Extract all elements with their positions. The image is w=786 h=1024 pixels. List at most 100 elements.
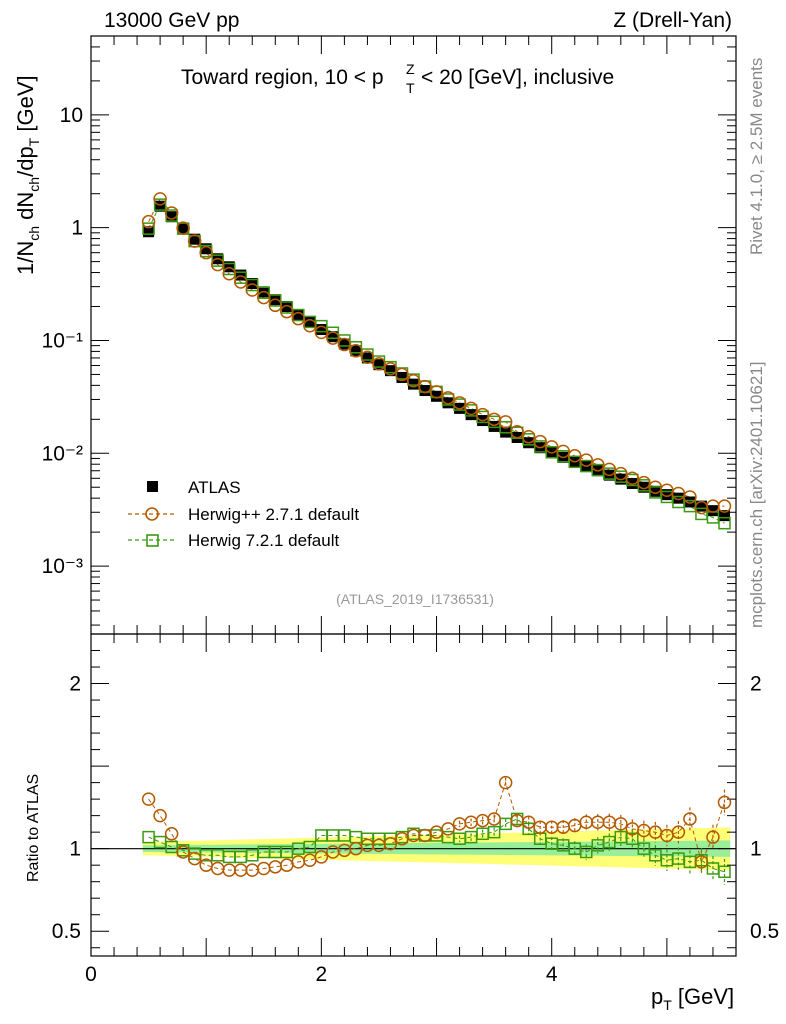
atlas-point bbox=[292, 308, 304, 320]
svg-text:pT [GeV]: pT [GeV] bbox=[651, 984, 734, 1013]
herwigpp-point bbox=[452, 396, 467, 410]
herwigpp-ratio-point bbox=[521, 815, 536, 829]
atlas-point bbox=[166, 211, 178, 223]
herwigpp-point bbox=[233, 275, 248, 289]
herwig7-point bbox=[246, 278, 259, 292]
herwigpp-point bbox=[395, 367, 409, 382]
herwigpp-ratio-point bbox=[706, 830, 720, 844]
herwigpp-ratio-point bbox=[671, 825, 686, 839]
atlas-point bbox=[442, 397, 454, 409]
herwigpp-point bbox=[176, 221, 190, 235]
herwigpp-point bbox=[717, 499, 732, 513]
herwigpp-point bbox=[383, 362, 398, 376]
herwigpp-ratio-point bbox=[614, 817, 628, 831]
header-left-label: 13000 GeV pp bbox=[104, 9, 239, 32]
atlas-point bbox=[154, 200, 166, 212]
herwigpp-point bbox=[257, 290, 271, 305]
atlas-point bbox=[327, 331, 339, 343]
herwigpp-point bbox=[637, 475, 651, 490]
herwig7-ratio-point bbox=[487, 825, 501, 839]
atlas-point bbox=[488, 420, 500, 432]
y-tick-label: 10⁻¹ bbox=[42, 329, 83, 352]
data-series bbox=[141, 192, 732, 885]
herwigpp-point bbox=[314, 325, 329, 340]
herwig7-ratio-point bbox=[718, 865, 731, 879]
herwigpp-point bbox=[280, 304, 294, 319]
atlas-point bbox=[431, 390, 443, 402]
atlas-point bbox=[177, 223, 189, 235]
herwigpp-point bbox=[464, 401, 478, 416]
herwig7-ratio-point bbox=[142, 830, 155, 844]
herwigpp-ratio-point bbox=[683, 812, 697, 826]
atlas-point bbox=[695, 500, 707, 512]
y-tick-label: 1 bbox=[71, 217, 83, 240]
herwigpp-ratio-point bbox=[383, 836, 398, 851]
svg-text:Toward region, 10 < p: Toward region, 10 < p bbox=[181, 66, 384, 89]
herwigpp-ratio-point bbox=[314, 850, 329, 864]
herwigpp-point bbox=[199, 245, 213, 260]
legend: ATLAS Herwig++ 2.7.1 default Herwig 7.2.… bbox=[128, 478, 359, 550]
herwigpp-ratio-point bbox=[717, 795, 732, 810]
herwigpp-ratio-point bbox=[694, 855, 709, 869]
herwigpp-ratio-point bbox=[268, 860, 283, 874]
svg-text:T: T bbox=[406, 80, 415, 96]
herwigpp-ratio-point bbox=[187, 851, 202, 866]
legend-marker-herwig7 bbox=[146, 534, 159, 547]
x-tick-label: 4 bbox=[546, 963, 558, 986]
atlas-point bbox=[189, 233, 201, 245]
herwigpp-point bbox=[153, 192, 167, 206]
mcplots-label: mcplots.cern.ch [arXiv:2401.10621] bbox=[747, 362, 766, 628]
herwig7-point bbox=[153, 198, 167, 211]
atlas-point bbox=[373, 359, 385, 371]
herwigpp-point bbox=[164, 206, 179, 220]
svg-text:< 20 [GeV], inclusive: < 20 [GeV], inclusive bbox=[421, 66, 614, 89]
herwig7-point bbox=[211, 254, 224, 267]
herwigpp-ratio-point bbox=[141, 792, 156, 806]
legend-marker-herwigpp bbox=[145, 507, 159, 521]
ratio-y-tick-label: 0.5 bbox=[52, 920, 81, 943]
atlas-point bbox=[626, 477, 638, 489]
atlas-point bbox=[200, 243, 212, 255]
herwigpp-point bbox=[406, 373, 421, 388]
herwigpp-point bbox=[326, 331, 340, 345]
herwigpp-point bbox=[268, 298, 283, 313]
ratio-axis-ticks: 0 2 4 2 2 1 1 0.5 0.5 bbox=[52, 633, 779, 986]
legend-marker-atlas bbox=[147, 481, 158, 492]
atlas-point bbox=[661, 489, 673, 501]
herwigpp-point bbox=[360, 350, 375, 364]
herwigpp-point bbox=[337, 337, 352, 352]
x-axis-label: pT [GeV] bbox=[651, 984, 734, 1013]
herwigpp-point bbox=[591, 458, 605, 472]
atlas-point bbox=[419, 385, 431, 397]
herwigpp-point bbox=[521, 430, 536, 444]
herwigpp-point bbox=[498, 415, 513, 429]
herwigpp-ratio-point bbox=[153, 808, 167, 823]
y-axis-label: 1/Nch dNch/dpT [GeV] bbox=[13, 75, 42, 275]
ratio-y-tick-label-right: 1 bbox=[750, 838, 762, 861]
atlas-point bbox=[223, 261, 235, 273]
rivet-version-label: Rivet 4.1.0, ≥ 2.5M events bbox=[747, 58, 766, 255]
x-tick-label: 2 bbox=[316, 963, 328, 986]
herwigpp-point bbox=[533, 434, 547, 449]
herwigpp-point bbox=[210, 257, 225, 272]
atlas-point bbox=[235, 269, 247, 281]
herwigpp-point bbox=[245, 283, 259, 297]
ratio-y-tick-label: 2 bbox=[69, 673, 81, 696]
herwigpp-point bbox=[579, 453, 594, 467]
herwigpp-point bbox=[556, 444, 570, 459]
y-tick-label: 10 bbox=[60, 104, 83, 127]
herwigpp-point bbox=[187, 234, 202, 248]
herwigpp-point bbox=[441, 391, 455, 405]
atlas-point bbox=[338, 338, 350, 350]
herwigpp-point bbox=[291, 311, 306, 326]
herwig7-point bbox=[718, 516, 731, 530]
y-tick-label: 10⁻² bbox=[42, 442, 83, 465]
ratio-plot-frame bbox=[90, 633, 737, 957]
herwigpp-point bbox=[429, 385, 444, 399]
herwig7-ratio-point bbox=[580, 845, 593, 859]
atlas-point bbox=[384, 365, 396, 377]
atlas-point bbox=[718, 510, 730, 522]
herwigpp-point bbox=[614, 466, 628, 481]
herwigpp-point bbox=[568, 449, 582, 463]
herwig7-ratio-point bbox=[303, 840, 317, 854]
